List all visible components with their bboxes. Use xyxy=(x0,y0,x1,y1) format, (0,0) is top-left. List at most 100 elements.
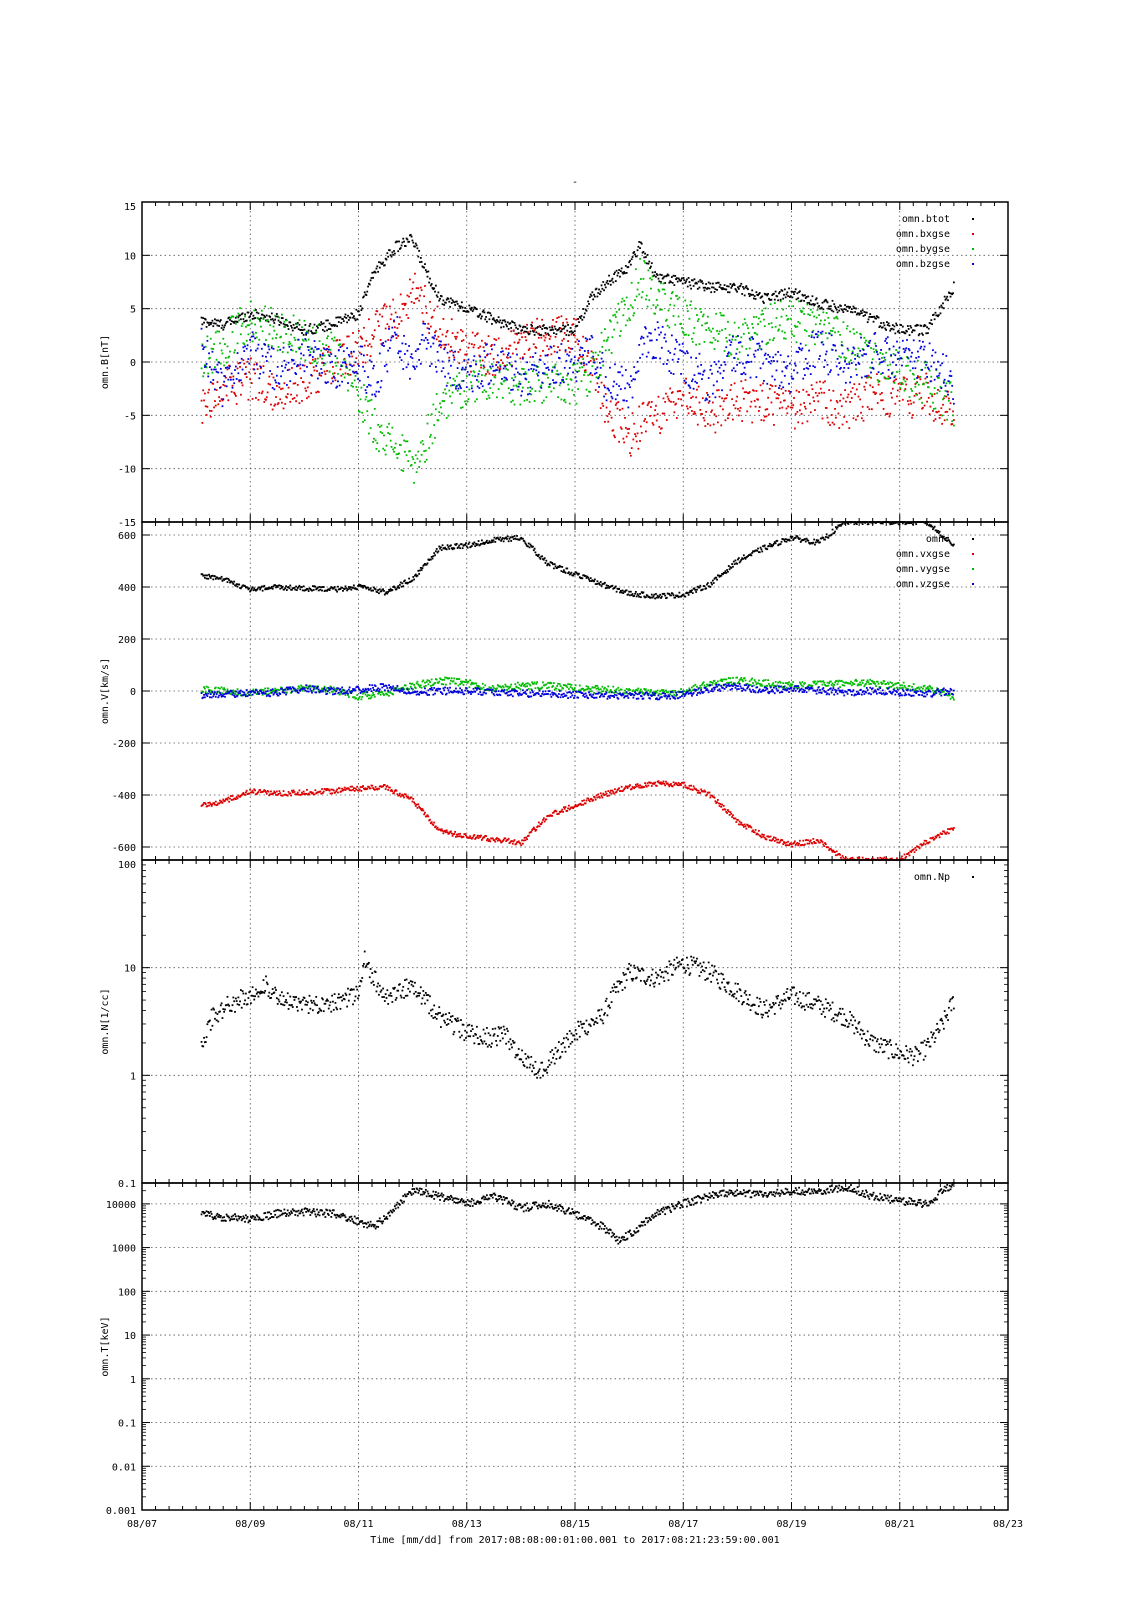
data-point xyxy=(875,392,877,395)
data-point xyxy=(908,412,911,414)
data-point xyxy=(729,283,732,285)
data-point xyxy=(689,406,692,409)
data-point xyxy=(682,277,685,279)
data-point xyxy=(840,341,843,343)
data-point xyxy=(437,335,440,338)
data-point xyxy=(623,271,626,273)
data-point xyxy=(296,365,298,368)
data-point xyxy=(860,336,862,339)
data-point xyxy=(929,405,932,408)
data-point xyxy=(368,432,370,435)
data-point xyxy=(881,399,884,402)
data-point xyxy=(505,323,508,326)
data-point xyxy=(710,364,713,367)
data-point xyxy=(937,314,940,316)
data-point xyxy=(606,415,609,418)
data-point xyxy=(697,385,700,388)
data-point xyxy=(916,375,919,378)
data-point xyxy=(770,322,773,325)
data-point xyxy=(388,422,390,425)
data-point xyxy=(648,401,651,404)
data-point xyxy=(292,314,295,317)
data-point xyxy=(506,538,508,540)
data-point xyxy=(638,405,641,408)
data-point xyxy=(294,382,297,385)
data-point xyxy=(639,356,641,359)
data-point xyxy=(777,397,780,400)
data-point xyxy=(735,400,738,403)
data-point xyxy=(860,312,863,314)
data-point xyxy=(289,321,292,324)
data-point xyxy=(527,331,529,333)
data-point xyxy=(450,384,452,387)
data-point xyxy=(226,581,229,584)
data-point xyxy=(750,360,753,363)
data-point xyxy=(544,332,547,334)
data-point xyxy=(366,290,369,293)
data-point xyxy=(637,594,640,597)
data-point xyxy=(735,289,738,292)
data-point xyxy=(278,316,281,319)
data-point xyxy=(324,373,327,376)
data-point xyxy=(501,396,504,399)
data-point xyxy=(820,341,823,344)
data-point xyxy=(889,377,892,379)
data-point xyxy=(423,339,426,342)
data-point xyxy=(382,447,385,450)
data-point xyxy=(941,306,944,309)
data-point xyxy=(903,377,906,379)
y-tick-label: 0 xyxy=(130,687,136,698)
data-point xyxy=(230,390,233,393)
data-point xyxy=(604,587,607,590)
data-point xyxy=(830,309,833,312)
data-point xyxy=(633,312,636,315)
data-point xyxy=(799,541,802,543)
data-point xyxy=(294,326,297,329)
data-point xyxy=(212,578,215,581)
data-point xyxy=(927,327,930,330)
data-point xyxy=(786,364,789,367)
data-point xyxy=(578,321,580,324)
data-point xyxy=(913,360,916,363)
data-point xyxy=(938,530,941,533)
data-point xyxy=(881,392,883,394)
data-point xyxy=(520,332,523,335)
data-point xyxy=(476,332,479,335)
data-point xyxy=(911,390,913,392)
data-point xyxy=(474,545,477,548)
data-point xyxy=(602,405,605,407)
data-point xyxy=(745,361,748,364)
data-point xyxy=(853,523,856,526)
data-point xyxy=(318,340,321,343)
data-point xyxy=(241,793,244,795)
data-point xyxy=(686,405,688,408)
data-point xyxy=(881,372,884,374)
data-point xyxy=(415,287,418,290)
data-point xyxy=(906,400,909,402)
data-point xyxy=(389,318,392,321)
data-point xyxy=(467,358,470,361)
data-point xyxy=(749,339,752,342)
data-point xyxy=(601,287,604,290)
data-point xyxy=(272,319,275,322)
data-point xyxy=(920,396,923,399)
data-point xyxy=(751,421,754,424)
data-point xyxy=(599,290,602,293)
data-point xyxy=(250,313,252,315)
data-point xyxy=(293,791,296,793)
data-point xyxy=(881,326,884,329)
data-point xyxy=(480,364,482,366)
data-point xyxy=(738,361,741,364)
data-point xyxy=(351,313,354,315)
data-point xyxy=(346,335,349,338)
data-point xyxy=(573,330,576,332)
data-point xyxy=(551,371,554,373)
data-point xyxy=(619,330,622,332)
data-point xyxy=(718,286,721,288)
data-point xyxy=(480,380,483,383)
data-point xyxy=(407,460,410,462)
data-point xyxy=(278,324,281,326)
data-point xyxy=(289,584,292,587)
data-point xyxy=(561,328,564,331)
data-point xyxy=(449,376,451,379)
